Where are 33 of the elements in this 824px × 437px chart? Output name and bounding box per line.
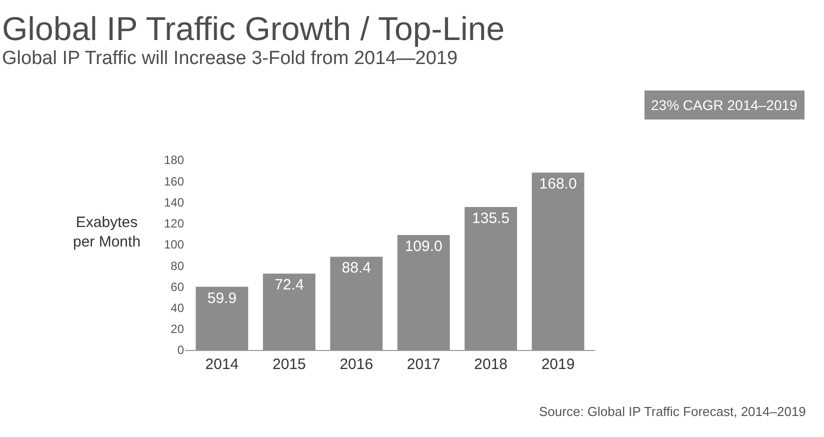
data-label: 109.0 [404,238,442,255]
data-label: 168.0 [539,176,577,193]
x-tick-label: 2014 [205,356,239,373]
bar [464,206,518,350]
y-tick-label: 100 [164,238,184,252]
bar [330,256,383,350]
bar [397,234,450,350]
x-tick-label: 2015 [272,356,306,373]
y-tick-label: 140 [164,195,184,210]
data-label: 88.4 [342,260,371,277]
y-tick-label: 20 [170,322,184,336]
x-tick-label: 2016 [340,356,374,373]
x-tick-label: 2018 [474,356,508,373]
data-label: 59.9 [207,290,237,307]
y-tick-label: 80 [170,258,184,273]
text: 23% CAGR 2014–2019 [651,97,798,113]
y-tick-label: 0 [177,343,184,358]
y-tick-label: 180 [164,153,184,168]
y-tick-label: 160 [164,174,184,188]
data-label: 135.5 [472,210,510,227]
bar [532,172,584,350]
chart-subtitle: Global IP Traffic will Increase 3-Fold from 2014—2019 [2,48,458,69]
data-label: 72.4 [274,276,304,294]
y-tick-label: 120 [164,216,184,231]
bar [262,274,316,350]
x-tick-label: 2017 [406,356,440,373]
y-tick-label: 40 [170,300,184,315]
bar [196,286,248,350]
source-note: Source: Global IP Traffic Forecast, 2014–2019 [539,404,806,419]
y-tick-label: 60 [170,280,184,294]
x-tick-label: 2019 [541,356,575,373]
y-axis-title: Exabytes per Month [73,214,141,250]
chart-title: Global IP Traffic Growth / Top-Line [2,10,505,47]
